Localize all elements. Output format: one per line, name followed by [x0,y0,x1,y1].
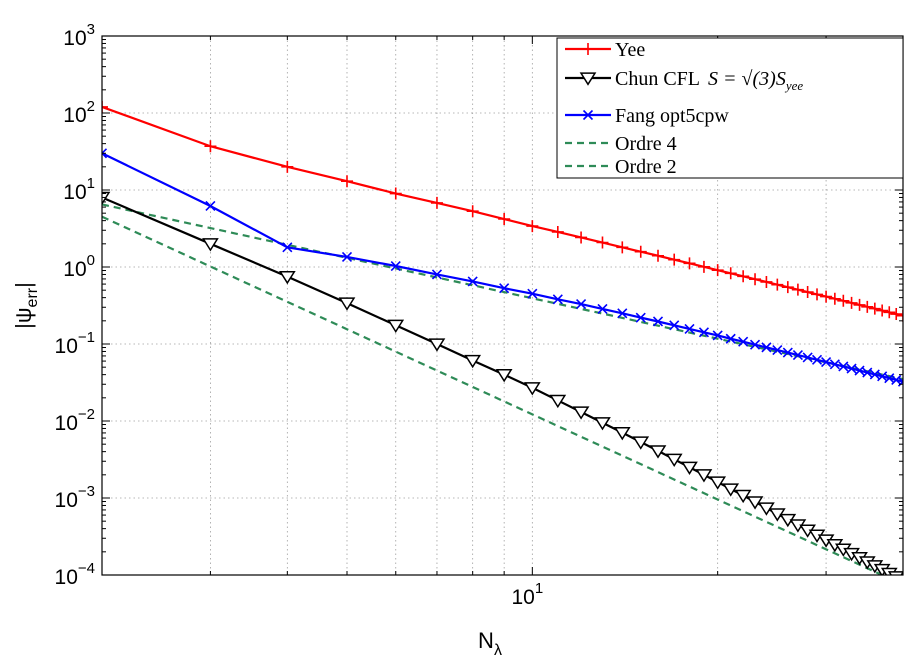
legend-label: Ordre 2 [615,156,677,178]
legend-label: Ordre 4 [615,133,677,155]
legend-label: Yee [615,39,645,61]
legend-box [557,38,903,178]
legend-label: Fang opt5cpw [615,105,729,127]
